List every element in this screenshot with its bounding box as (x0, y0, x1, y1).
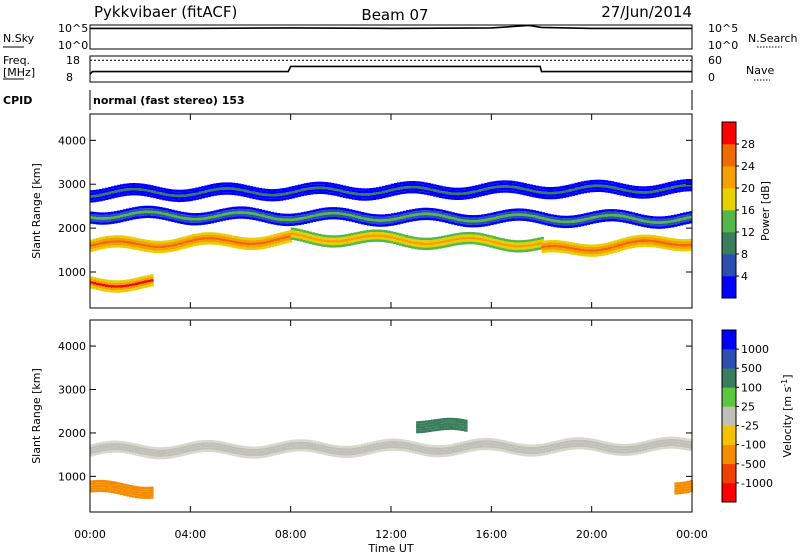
scatter-band-0 (90, 230, 293, 254)
scatter-band-2 (541, 234, 693, 257)
beam-title: Beam 07 (361, 6, 428, 24)
colorbar-swatch (722, 349, 736, 369)
cpid-text: normal (fast stereo) 153 (93, 94, 245, 107)
freq-label-2: [MHz] (3, 66, 35, 79)
noise-line (90, 24, 692, 30)
nave-tick-top: 60 (708, 54, 722, 67)
x-tick-label: 08:00 (275, 528, 307, 541)
noise-left-label: N.Sky (3, 32, 35, 45)
scatter-band-4 (90, 205, 693, 229)
y-tick-label: 3000 (58, 178, 86, 191)
colorbar-swatch (722, 210, 736, 233)
y-tick-label: 4000 (58, 340, 86, 353)
scatter-band-2 (416, 417, 468, 434)
y-tick-label: 1000 (58, 470, 86, 483)
colorbar-swatch (722, 166, 736, 189)
noise-right-tick-bottom: 10^0 (708, 39, 738, 52)
scatter-band-3 (90, 274, 154, 293)
colorbar-swatch (722, 144, 736, 167)
scatter-band-1 (90, 479, 154, 499)
date-title: 27/Jun/2014 (601, 3, 692, 21)
colorbar-tick-label: 24 (741, 160, 755, 173)
colorbar-tick-label: -1000 (741, 477, 773, 490)
y-tick-label: 3000 (58, 384, 86, 397)
freq-panel-frame (89, 55, 693, 83)
colorbar-tick-label: 12 (741, 226, 755, 239)
velocity-ylabel: Slant Range [km] (30, 368, 43, 464)
velocity-heatmap (90, 417, 693, 499)
colorbar-swatch (722, 463, 736, 484)
nave-label: Nave (746, 64, 774, 77)
colorbar-tick-label: 100 (741, 381, 762, 394)
power-colorbar: 4 8 12 16 20 24 28 (721, 121, 755, 299)
noise-left-tick-top: 10^5 (58, 22, 88, 35)
colorbar-tick-label: -100 (741, 439, 766, 452)
colorbar-tick-label: 25 (741, 400, 755, 413)
scatter-band-1 (290, 227, 544, 253)
frequency-line (89, 65, 692, 75)
x-tick-label: 12:00 (375, 528, 407, 541)
colorbar-swatch (722, 368, 736, 388)
colorbar-tick-label: 28 (741, 138, 755, 151)
colorbar-tick-label: -25 (741, 420, 759, 433)
velocity-colorbar-label-sup: -1 (780, 379, 789, 387)
velocity-y-axis: 1000 2000 3000 4000 (58, 340, 692, 483)
power-y-axis: 1000 2000 3000 4000 (58, 134, 692, 279)
x-tick-label: 16:00 (475, 528, 507, 541)
colorbar-tick-label: 8 (741, 248, 748, 261)
colorbar-swatch (722, 444, 736, 465)
colorbar-swatch (722, 330, 736, 350)
colorbar-tick-label: 500 (741, 362, 762, 375)
velocity-colorbar-label: Velocity [m s-1] (780, 374, 794, 457)
colorbar-swatch (722, 122, 736, 145)
velocity-colorbar-label-main: Velocity [m s (781, 386, 794, 457)
colorbar-swatch (722, 387, 736, 407)
power-ylabel: Slant Range [km] (30, 163, 43, 259)
colorbar-frame (721, 329, 737, 503)
velocity-panel-frame (89, 319, 693, 513)
colorbar-swatch (722, 482, 736, 503)
colorbar-swatch (722, 425, 736, 445)
colorbar-tick-label: 4 (741, 270, 748, 283)
noise-panel-frame (89, 24, 693, 50)
colorbar-swatch (722, 232, 736, 255)
power-colorbar-label: Power [dB] (759, 181, 772, 241)
colorbar-swatch (722, 188, 736, 211)
y-tick-label: 2000 (58, 427, 86, 440)
x-tick-label: 04:00 (174, 528, 206, 541)
colorbar-tick-label: 1000 (741, 343, 769, 356)
freq-label-1: Freq. (3, 54, 30, 67)
x-tick-label: 20:00 (576, 528, 608, 541)
nave-tick-bottom: 0 (708, 71, 715, 84)
colorbar-tick-label: -500 (741, 458, 766, 471)
freq-tick-top: 18 (66, 54, 80, 67)
time-axis: 00:00 04:00 08:00 12:00 16:00 20:00 00:00 (74, 114, 708, 541)
noise-right-label: N.Search (748, 32, 798, 45)
freq-tick-bottom: 8 (66, 71, 73, 84)
scatter-band-5 (90, 179, 693, 203)
y-tick-label: 2000 (58, 222, 86, 235)
x-tick-label: 00:00 (74, 528, 106, 541)
power-heatmap (90, 179, 693, 293)
colorbar-swatch (722, 406, 736, 426)
colorbar-swatch (722, 254, 736, 277)
y-tick-label: 1000 (58, 266, 86, 279)
station-title: Pykkvibaer (fitACF) (94, 3, 237, 21)
scatter-band-0 (90, 436, 693, 460)
cpid-label: CPID (3, 94, 32, 107)
y-tick-label: 4000 (58, 134, 86, 147)
x-tick-label: 00:00 (676, 528, 708, 541)
scatter-band-3 (674, 480, 693, 495)
noise-right-tick-top: 10^5 (708, 22, 738, 35)
colorbar-tick-label: 16 (741, 204, 755, 217)
time-axis-label: Time UT (367, 542, 413, 554)
colorbar-tick-label: 20 (741, 182, 755, 195)
velocity-colorbar: -1000 -500 -100 -25 25 100 500 1000 (721, 329, 773, 503)
velocity-colorbar-label-end: ] (781, 374, 794, 378)
colorbar-swatch (722, 276, 736, 299)
noise-left-tick-bottom: 10^0 (58, 39, 88, 52)
